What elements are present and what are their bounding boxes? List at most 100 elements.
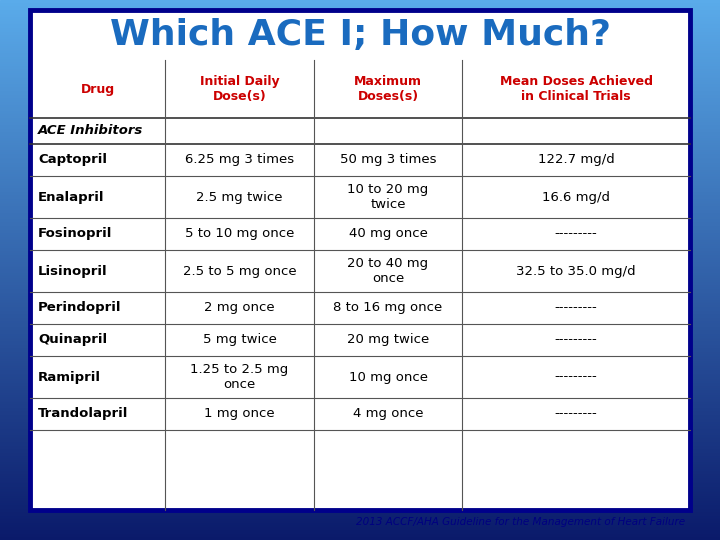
Bar: [0, 436, 720, 437]
Bar: [0, 522, 720, 524]
Bar: [0, 123, 720, 124]
Bar: [0, 374, 720, 376]
Bar: [0, 245, 720, 247]
Text: Perindopril: Perindopril: [38, 301, 122, 314]
Text: 1.25 to 2.5 mg
once: 1.25 to 2.5 mg once: [190, 363, 289, 391]
Bar: [0, 380, 720, 382]
Bar: [0, 106, 720, 108]
Bar: [0, 506, 720, 508]
Bar: [0, 27, 720, 29]
Bar: [0, 220, 720, 221]
Text: ---------: ---------: [555, 301, 598, 314]
Bar: [0, 99, 720, 101]
Bar: [0, 394, 720, 396]
Bar: [0, 97, 720, 99]
Bar: [0, 407, 720, 409]
Bar: [0, 484, 720, 486]
Bar: [0, 339, 720, 340]
Text: Trandolapril: Trandolapril: [38, 408, 128, 421]
Bar: [0, 369, 720, 371]
Bar: [0, 228, 720, 231]
Bar: [0, 475, 720, 477]
Bar: [0, 409, 720, 410]
Text: 20 to 40 mg
once: 20 to 40 mg once: [348, 257, 428, 285]
Bar: [0, 66, 720, 69]
Bar: [0, 207, 720, 209]
Bar: [0, 455, 720, 457]
Bar: [0, 281, 720, 282]
Bar: [0, 301, 720, 302]
Bar: [0, 412, 720, 414]
Bar: [0, 22, 720, 23]
Bar: [0, 525, 720, 528]
Bar: [0, 119, 720, 120]
Bar: [0, 515, 720, 517]
Bar: [0, 277, 720, 279]
Bar: [0, 474, 720, 475]
Bar: [0, 293, 720, 295]
Text: 5 mg twice: 5 mg twice: [202, 334, 276, 347]
Bar: [0, 45, 720, 47]
Bar: [0, 509, 720, 511]
Bar: [0, 59, 720, 61]
Bar: [0, 63, 720, 65]
Bar: [0, 216, 720, 218]
Bar: [0, 189, 720, 191]
Bar: [0, 171, 720, 173]
Text: ---------: ---------: [555, 408, 598, 421]
Bar: [0, 248, 720, 250]
Bar: [0, 285, 720, 286]
Bar: [0, 139, 720, 140]
Bar: [0, 231, 720, 232]
Text: Enalapril: Enalapril: [38, 191, 104, 204]
Bar: [0, 164, 720, 166]
Bar: [0, 187, 720, 189]
Bar: [0, 259, 720, 261]
Bar: [0, 504, 720, 506]
Bar: [0, 459, 720, 461]
Text: 8 to 16 mg once: 8 to 16 mg once: [333, 301, 443, 314]
Bar: [0, 401, 720, 403]
Text: 20 mg twice: 20 mg twice: [347, 334, 429, 347]
Bar: [0, 493, 720, 495]
Text: 5 to 10 mg once: 5 to 10 mg once: [185, 227, 294, 240]
Bar: [0, 520, 720, 522]
Bar: [0, 81, 720, 83]
Bar: [0, 420, 720, 421]
Bar: [0, 128, 720, 130]
Bar: [0, 153, 720, 155]
Bar: [0, 329, 720, 331]
Bar: [0, 490, 720, 491]
Bar: [0, 126, 720, 128]
Bar: [0, 185, 720, 187]
Bar: [0, 336, 720, 339]
Bar: [0, 268, 720, 270]
Bar: [0, 270, 720, 272]
Bar: [0, 443, 720, 444]
Bar: [0, 184, 720, 185]
Bar: [0, 124, 720, 126]
Bar: [0, 502, 720, 504]
Bar: [0, 158, 720, 160]
Bar: [0, 528, 720, 529]
Bar: [0, 481, 720, 482]
Bar: [0, 232, 720, 234]
Bar: [0, 349, 720, 351]
Bar: [0, 110, 720, 112]
Bar: [0, 346, 720, 347]
Bar: [0, 513, 720, 515]
Bar: [0, 457, 720, 459]
Bar: [0, 140, 720, 142]
Bar: [0, 328, 720, 329]
Bar: [0, 49, 720, 50]
Bar: [0, 52, 720, 54]
Bar: [0, 142, 720, 144]
Bar: [0, 101, 720, 103]
Bar: [0, 470, 720, 471]
Text: ---------: ---------: [555, 227, 598, 240]
Bar: [0, 448, 720, 450]
Bar: [0, 497, 720, 498]
Bar: [0, 322, 720, 324]
Bar: [0, 529, 720, 531]
Bar: [0, 144, 720, 146]
